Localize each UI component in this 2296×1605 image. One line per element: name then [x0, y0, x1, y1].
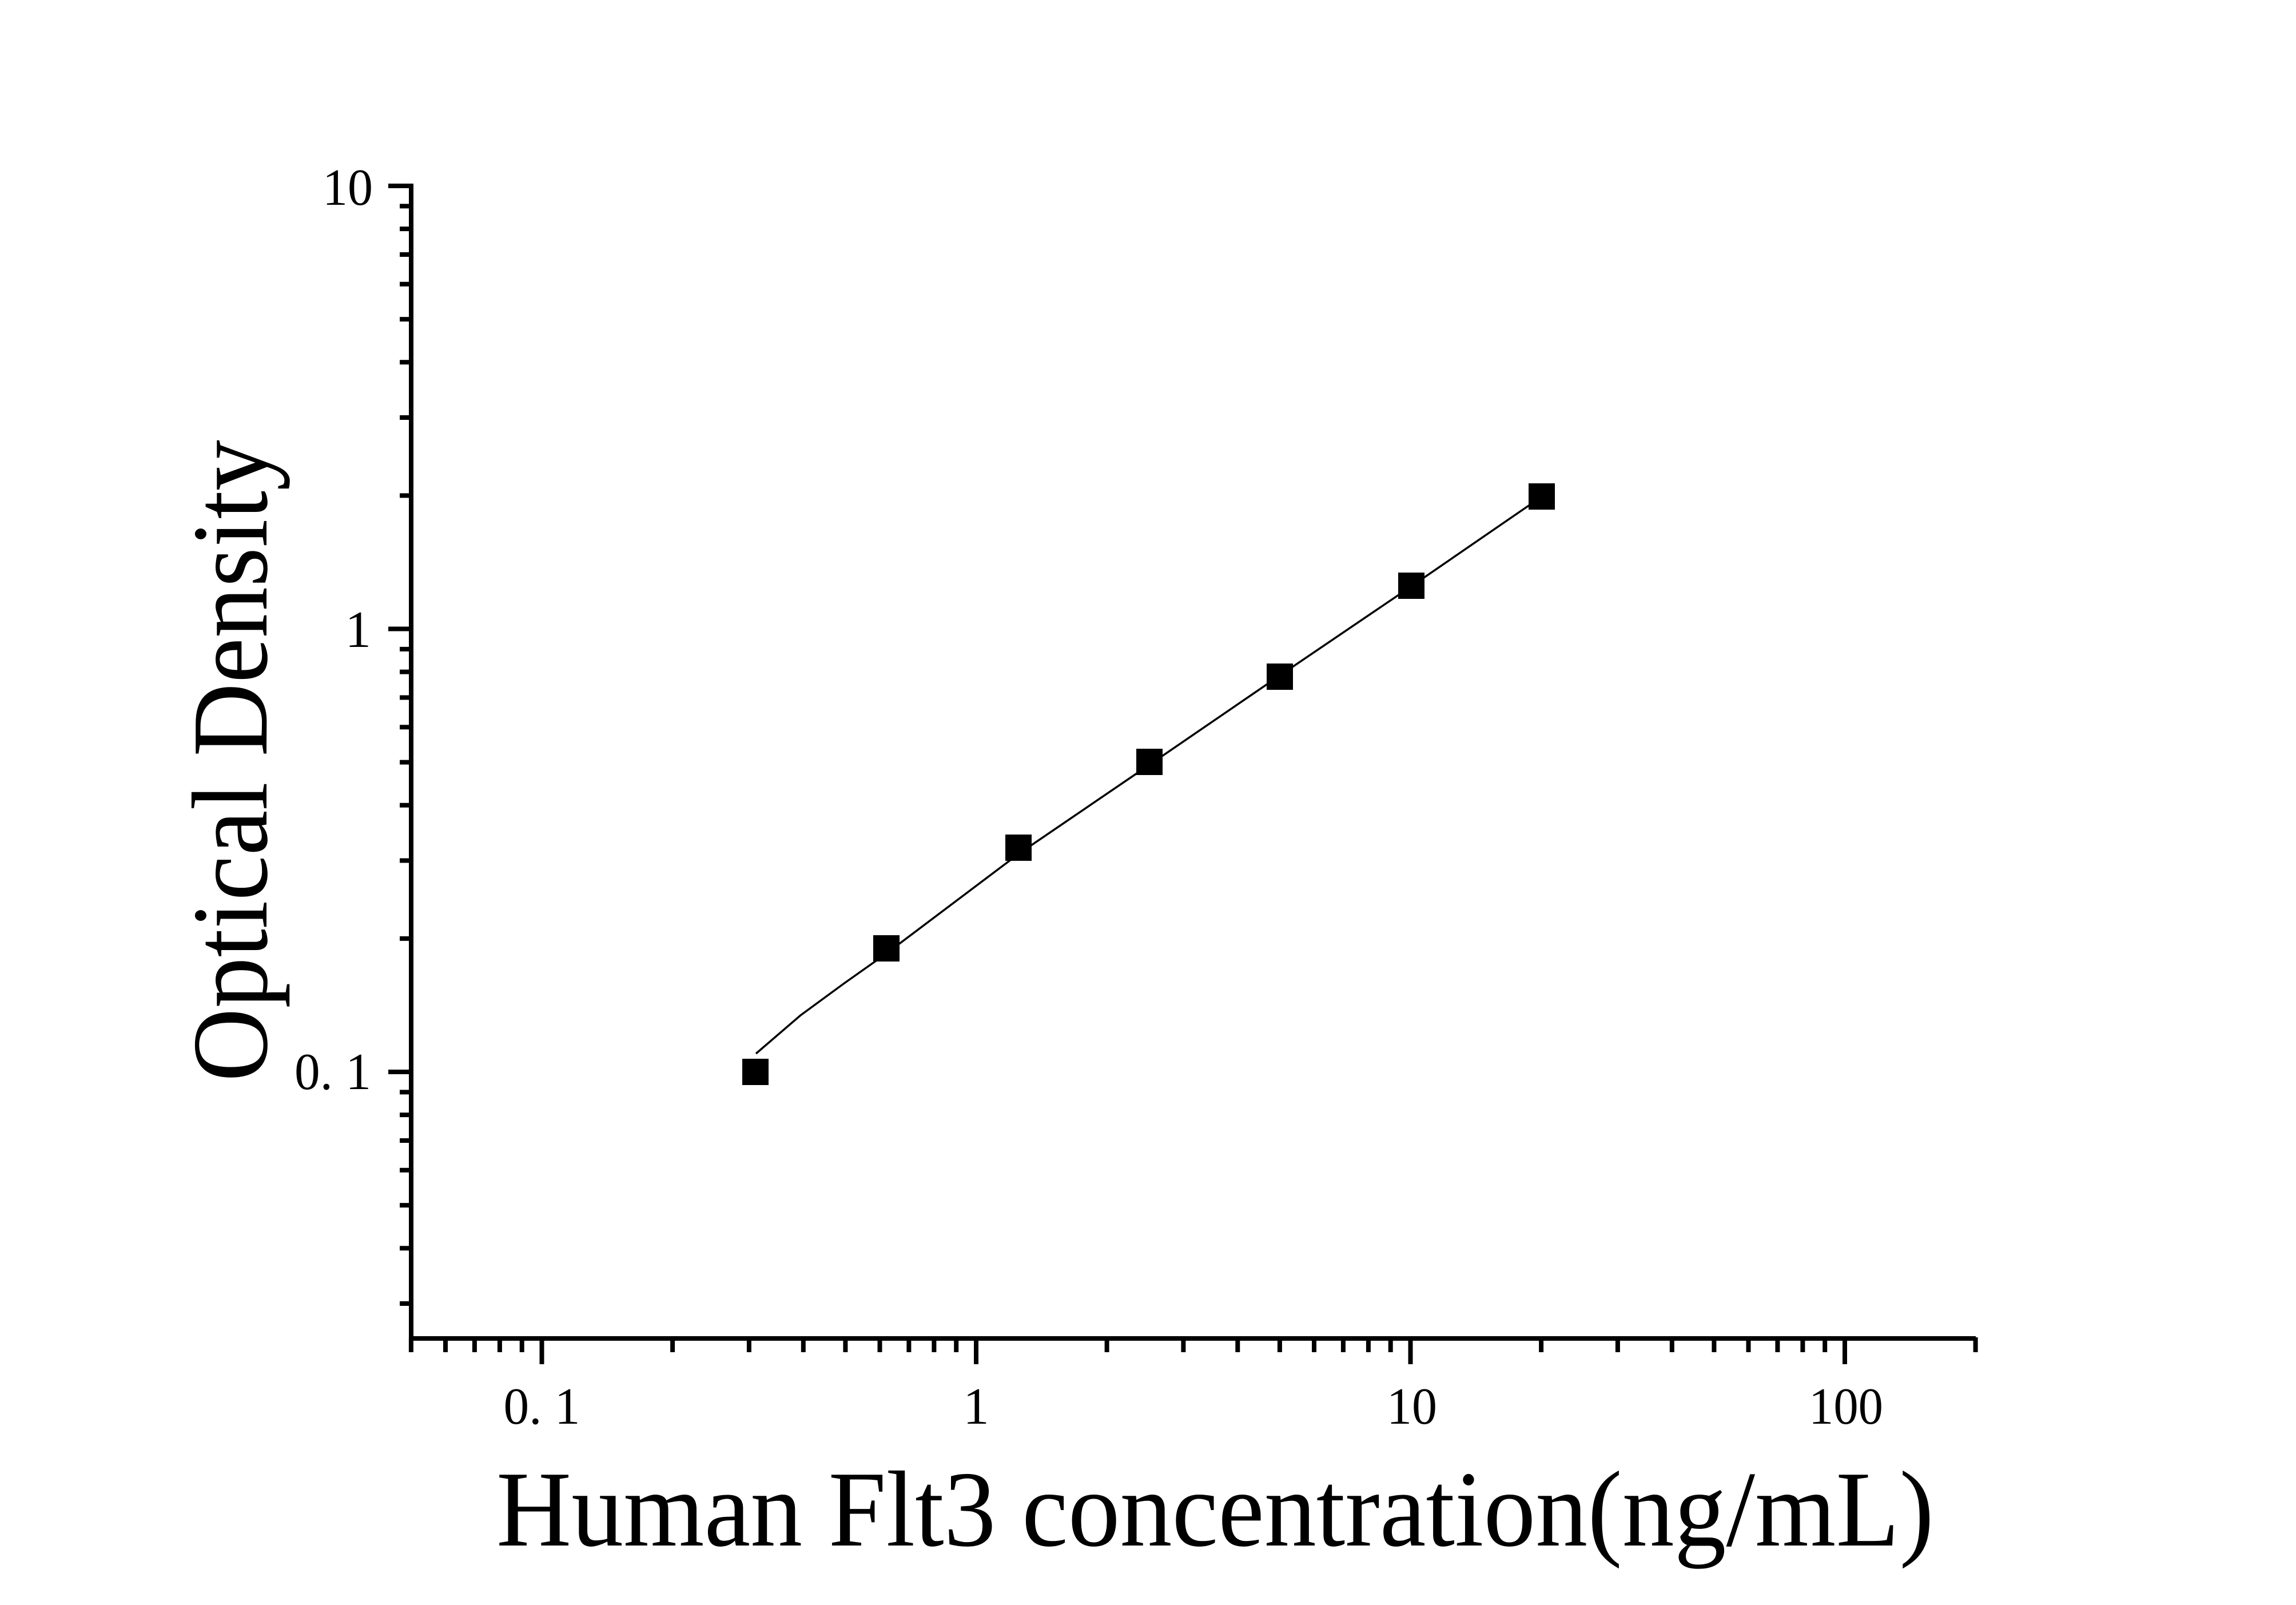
svg-text:0. 1: 0. 1: [504, 1377, 580, 1435]
svg-text:10: 10: [1387, 1377, 1437, 1435]
svg-text:0. 1: 0. 1: [295, 1043, 371, 1101]
svg-text:Human Flt3 concentration(ng/mL: Human Flt3 concentration(ng/mL): [496, 1449, 1934, 1569]
svg-text:1: 1: [345, 601, 372, 658]
svg-text:Optical Density: Optical Density: [170, 440, 290, 1082]
svg-text:100: 100: [1809, 1377, 1883, 1435]
svg-text:10: 10: [323, 158, 373, 216]
svg-text:1: 1: [963, 1377, 989, 1435]
